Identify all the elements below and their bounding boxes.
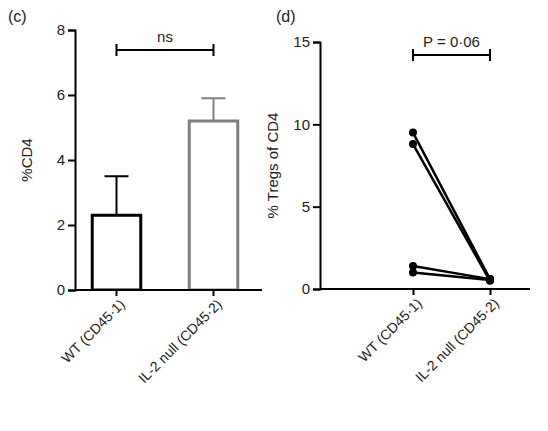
x-tick-label: IL-2 null (CD45·2)	[135, 296, 225, 386]
y-tick: 6	[57, 86, 75, 103]
y-tick-mark	[68, 160, 75, 162]
plot-area	[92, 98, 238, 290]
y-tick: 0	[302, 280, 320, 297]
series-line	[413, 273, 490, 280]
x-tick: WT (CD45·1)	[58, 290, 128, 366]
y-axis-line	[68, 31, 76, 291]
y-tick: 0	[57, 281, 75, 298]
y-tick-mark	[68, 290, 75, 292]
y-tick-mark	[313, 289, 320, 291]
x-tick-mark	[213, 290, 215, 296]
x-axis-line	[75, 289, 262, 291]
y-tick-mark	[68, 95, 75, 97]
figure: 02468WT (CD45·1)IL-2 null (CD45·2)%CD4(c…	[0, 0, 548, 431]
y-axis-line	[313, 43, 321, 290]
x-tick-mark	[490, 289, 492, 295]
error-cap	[202, 97, 226, 99]
y-tick: 4	[57, 151, 75, 168]
x-axis: WT (CD45·1)IL-2 null (CD45·2)	[320, 289, 530, 385]
marker	[486, 275, 494, 283]
y-tick-label: 6	[57, 86, 65, 103]
y-tick-label: 2	[57, 216, 65, 233]
y-tick-mark	[313, 206, 320, 208]
y-tick-label: 10	[293, 116, 310, 133]
panel-0: 0 2 4 6 8 WT (CD45·1)IL-2 null (CD45·2) %CD4 (c…	[8, 8, 262, 386]
y-tick-label: 8	[57, 21, 65, 38]
x-tick: WT (CD45·1)	[355, 289, 425, 365]
error-bar	[105, 176, 129, 215]
x-tick-label: WT (CD45·1)	[58, 296, 128, 366]
marker	[409, 129, 417, 137]
annotation: ns	[157, 28, 173, 45]
y-tick: 2	[57, 216, 75, 233]
bar	[92, 215, 141, 290]
error-whisker	[213, 98, 215, 121]
bracket-line	[413, 49, 490, 61]
y-axis-title: % Tregs of CD4	[264, 113, 281, 219]
y-axis: 0 2 4 6 8	[57, 21, 76, 298]
panel-label: (d)	[276, 8, 296, 25]
plot-area	[409, 129, 494, 285]
error-bar	[202, 98, 226, 121]
y-tick-label: 15	[293, 33, 310, 50]
x-tick-mark	[413, 289, 415, 295]
series-line	[413, 133, 490, 280]
x-tick-label: WT (CD45·1)	[355, 295, 425, 365]
marker	[486, 275, 494, 283]
y-tick: 8	[57, 21, 75, 38]
marker	[486, 277, 494, 285]
y-axis-title: %CD4	[18, 138, 35, 181]
panel-1: 0 5 10 15 WT (CD45·1)IL-2 null (CD45·2) % Tre…	[264, 8, 530, 385]
x-tick-label: IL-2 null (CD45·2)	[412, 295, 502, 385]
y-tick: 10	[293, 116, 320, 133]
y-tick-mark	[313, 42, 320, 44]
y-axis: 0 5 10 15	[293, 33, 320, 297]
y-tick-label: 4	[57, 151, 65, 168]
bracket-line	[117, 44, 214, 56]
series-line	[413, 144, 490, 281]
y-tick-label: 0	[57, 281, 65, 298]
significance-bracket: ns	[117, 28, 214, 56]
x-tick: IL-2 null (CD45·2)	[412, 289, 502, 385]
x-tick: IL-2 null (CD45·2)	[135, 290, 225, 386]
marker	[409, 269, 417, 277]
y-tick: 15	[293, 33, 320, 50]
y-tick-label: 5	[302, 198, 310, 215]
x-axis: WT (CD45·1)IL-2 null (CD45·2)	[58, 290, 262, 386]
annotation: P = 0·06	[423, 33, 480, 50]
marker	[486, 276, 494, 284]
x-tick-mark	[116, 290, 118, 296]
significance-bracket: P = 0·06	[413, 33, 490, 61]
y-tick-mark	[68, 225, 75, 227]
bar	[189, 121, 238, 290]
panel-label: (c)	[8, 8, 27, 25]
y-tick-mark	[68, 30, 75, 32]
marker	[409, 140, 417, 148]
error-whisker	[116, 176, 118, 215]
y-tick-mark	[313, 124, 320, 126]
series-line	[413, 266, 490, 279]
x-axis-line	[320, 288, 530, 290]
error-cap	[105, 175, 129, 177]
y-tick-label: 0	[302, 280, 310, 297]
y-tick: 5	[302, 198, 320, 215]
